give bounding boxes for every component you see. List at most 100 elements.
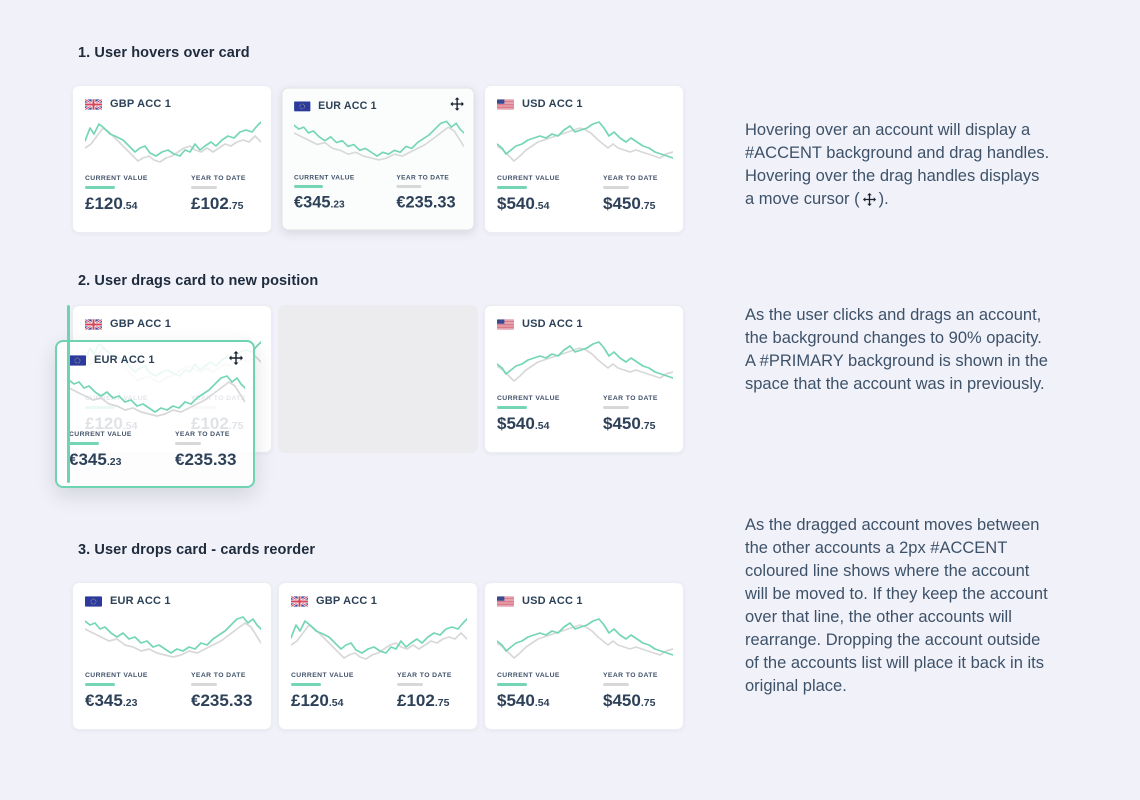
card-header: GBP ACC 1: [291, 594, 465, 608]
us-flag-icon: [497, 318, 514, 330]
card-header: USD ACC 1: [497, 317, 671, 331]
card-placeholder: [278, 305, 478, 453]
uk-flag-icon: [291, 595, 308, 607]
current-value-metric: CURRENT VALUE €345.23: [294, 174, 396, 213]
year-to-date-metric: YEAR TO DATE €235.33: [175, 431, 236, 472]
current-value-label: CURRENT VALUE: [291, 672, 354, 679]
current-value-amount: $540.54: [497, 193, 550, 213]
sparkline-chart: [85, 121, 261, 163]
section-2-description: As the user clicks and drags an account,…: [745, 306, 1048, 393]
current-value-underline: [497, 406, 527, 409]
sparkline-chart: [291, 618, 467, 660]
current-value-label: CURRENT VALUE: [294, 174, 355, 182]
year-to-date-underline: [603, 186, 629, 189]
card-footer: CURRENT VALUE £120.54 YEAR TO DATE £102.…: [85, 175, 259, 216]
card-header: EUR ACC 1: [294, 99, 462, 113]
eu-flag-icon: [294, 101, 311, 112]
sparkline-chart: [294, 120, 464, 161]
year-to-date-label: YEAR TO DATE: [397, 672, 452, 679]
card-footer: CURRENT VALUE £120.54 YEAR TO DATE £102.…: [291, 672, 465, 713]
year-to-date-underline: [396, 185, 422, 188]
us-flag-icon: [497, 98, 514, 110]
current-value-label: CURRENT VALUE: [497, 395, 560, 402]
year-to-date-metric: YEAR TO DATE $450.75: [603, 672, 658, 713]
section-2-heading: 2. User drags card to new position: [78, 273, 319, 289]
current-value-metric: CURRENT VALUE €345.23: [69, 431, 175, 472]
year-to-date-amount: $450.75: [603, 193, 656, 213]
card-header: EUR ACC 1: [85, 594, 259, 608]
eu-flag-icon: [69, 354, 86, 366]
current-value-label: CURRENT VALUE: [497, 175, 560, 182]
card-header: USD ACC 1: [497, 594, 671, 608]
year-to-date-label: YEAR TO DATE: [175, 431, 230, 438]
current-value-metric: CURRENT VALUE €345.23: [85, 672, 191, 713]
year-to-date-label: YEAR TO DATE: [603, 672, 658, 679]
year-to-date-metric: YEAR TO DATE €235.33: [396, 174, 456, 213]
year-to-date-underline: [175, 442, 201, 445]
account-card-eur[interactable]: EUR ACC 1 CURRENT VALUE €345.23 YEAR TO …: [72, 582, 272, 730]
account-name: USD ACC 1: [522, 318, 583, 330]
year-to-date-amount: €235.33: [191, 690, 253, 710]
move-cursor-icon[interactable]: [229, 351, 243, 365]
account-name: EUR ACC 1: [94, 354, 155, 366]
current-value-amount: €345.23: [294, 192, 345, 211]
account-card-usd[interactable]: USD ACC 1 CURRENT VALUE $540.54 YEAR TO …: [484, 582, 684, 730]
description-text: ).: [878, 190, 889, 208]
account-card-eur-dragged[interactable]: EUR ACC 1 CURRENT VALUE €345.23 YEAR TO …: [55, 340, 255, 488]
current-value-amount: £120.54: [291, 690, 344, 710]
year-to-date-label: YEAR TO DATE: [603, 175, 658, 182]
sparkline-chart: [497, 618, 673, 659]
current-value-underline: [294, 185, 323, 188]
current-value-underline: [291, 683, 321, 686]
year-to-date-metric: YEAR TO DATE £102.75: [397, 672, 452, 713]
account-card-usd[interactable]: USD ACC 1 CURRENT VALUE $540.54 YEAR TO …: [484, 85, 684, 233]
account-name: EUR ACC 1: [110, 595, 171, 607]
account-name: USD ACC 1: [522, 98, 583, 110]
current-value-underline: [497, 186, 527, 189]
section-3-description: As the dragged account moves between the…: [745, 516, 1048, 695]
card-header: GBP ACC 1: [85, 97, 259, 111]
current-value-label: CURRENT VALUE: [497, 672, 560, 679]
card-footer: CURRENT VALUE €345.23 YEAR TO DATE €235.…: [294, 174, 462, 213]
year-to-date-underline: [191, 186, 217, 189]
year-to-date-label: YEAR TO DATE: [191, 672, 246, 679]
current-value-underline: [85, 683, 115, 686]
current-value-underline: [69, 442, 99, 445]
card-footer: CURRENT VALUE €345.23 YEAR TO DATE €235.…: [85, 672, 259, 713]
eu-flag-icon: [85, 595, 102, 607]
current-value-label: CURRENT VALUE: [69, 431, 132, 438]
move-cursor-icon: [862, 193, 876, 206]
account-card-usd[interactable]: USD ACC 1 CURRENT VALUE $540.54 YEAR TO …: [484, 305, 684, 453]
year-to-date-amount: €235.33: [396, 192, 456, 211]
year-to-date-underline: [603, 406, 629, 409]
sparkline-chart: [69, 375, 245, 417]
us-flag-icon: [497, 595, 514, 607]
current-value-metric: CURRENT VALUE £120.54: [291, 672, 397, 713]
year-to-date-underline: [603, 683, 629, 686]
account-card-gbp[interactable]: GBP ACC 1 CURRENT VALUE £120.54 YEAR TO …: [278, 582, 478, 730]
current-value-amount: $540.54: [497, 690, 550, 710]
account-card-eur-hovered[interactable]: EUR ACC 1 CURRENT VALUE €345.23 YEAR TO …: [281, 87, 475, 231]
year-to-date-amount: $450.75: [603, 690, 656, 710]
sparkline-chart: [85, 616, 261, 658]
move-cursor-icon[interactable]: [450, 97, 464, 111]
year-to-date-metric: YEAR TO DATE £102.75: [191, 175, 246, 216]
current-value-metric: CURRENT VALUE $540.54: [497, 175, 603, 216]
section-1-description: Hovering over an account will display a …: [745, 119, 1053, 211]
current-value-amount: €345.23: [85, 690, 138, 710]
year-to-date-amount: £102.75: [191, 193, 244, 213]
year-to-date-amount: €235.33: [175, 449, 237, 469]
sparkline-chart: [497, 121, 673, 162]
current-value-metric: CURRENT VALUE £120.54: [85, 175, 191, 216]
current-value-amount: €345.23: [69, 449, 122, 469]
drop-indicator-line: [67, 305, 70, 483]
account-card-gbp[interactable]: GBP ACC 1 CURRENT VALUE £120.54 YEAR TO …: [72, 85, 272, 233]
year-to-date-metric: YEAR TO DATE $450.75: [603, 175, 658, 216]
uk-flag-icon: [85, 318, 102, 330]
account-name: EUR ACC 1: [318, 100, 377, 112]
current-value-metric: CURRENT VALUE $540.54: [497, 395, 603, 436]
year-to-date-amount: $450.75: [603, 413, 656, 433]
card-footer: CURRENT VALUE $540.54 YEAR TO DATE $450.…: [497, 175, 671, 216]
account-name: GBP ACC 1: [110, 98, 172, 110]
